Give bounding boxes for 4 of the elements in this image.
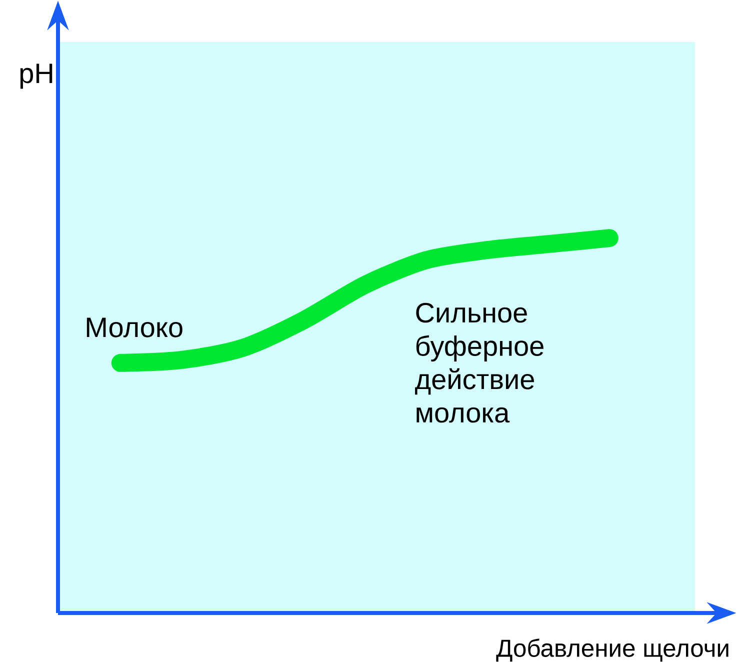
series-label: Молоко [86,318,182,338]
x-axis-title: Добавление щелочи [496,638,728,662]
text: pH [20,64,52,89]
annotation: Сильное буферное действие молока [415,302,544,423]
